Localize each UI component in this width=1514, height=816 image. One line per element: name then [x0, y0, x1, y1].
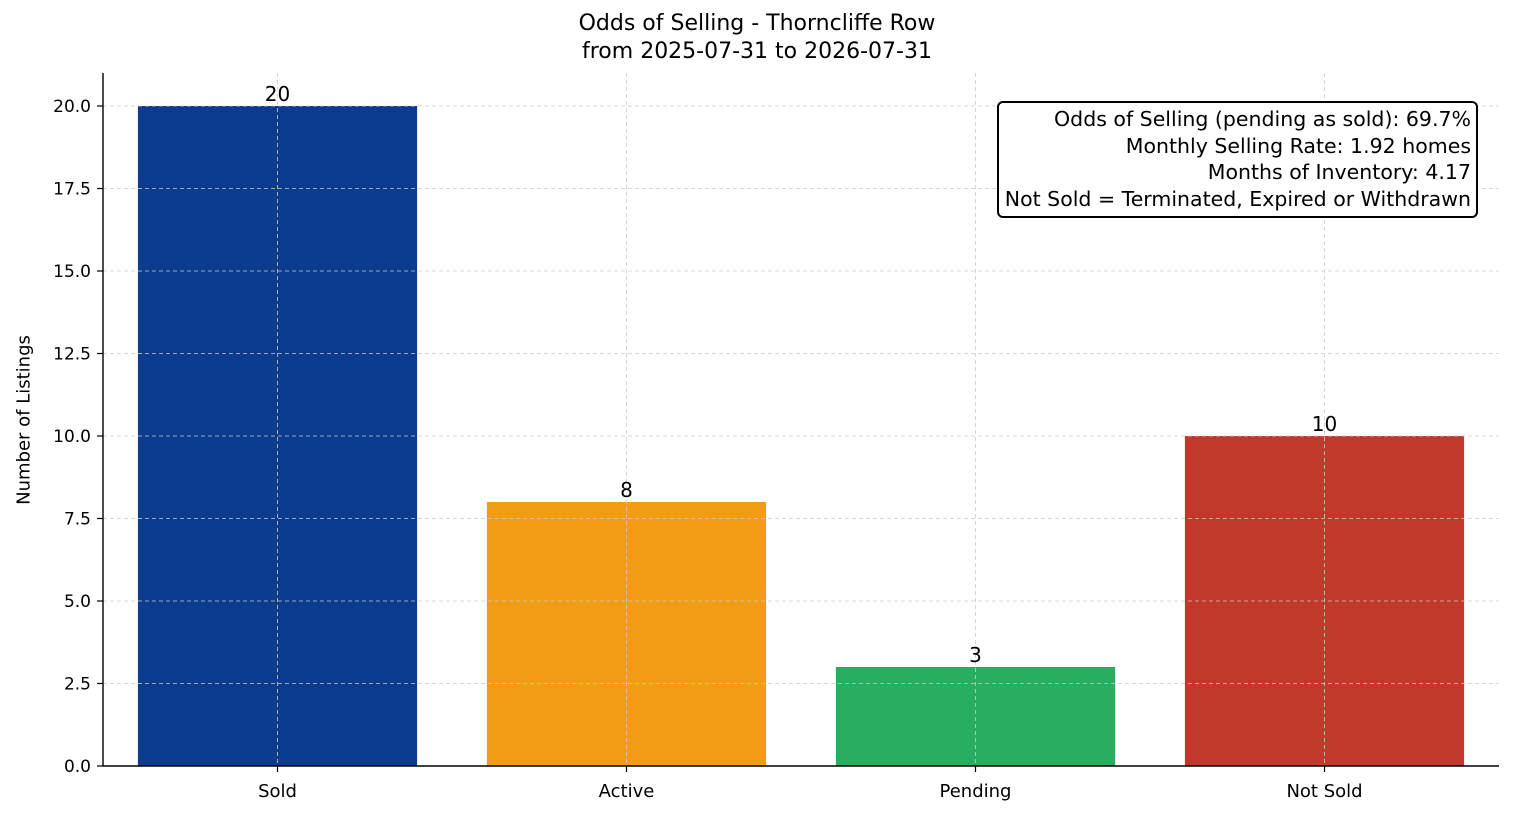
bar-pending: [835, 667, 1116, 766]
y-tick-label: 17.5: [53, 180, 91, 200]
y-tick-label: 20.0: [53, 97, 91, 117]
data-label-pending: 3: [969, 643, 982, 667]
info-not-sold-definition: Not Sold = Terminated, Expired or Withdr…: [1004, 186, 1471, 211]
data-label-active: 8: [620, 478, 633, 502]
x-tick-label-active: Active: [599, 781, 655, 802]
y-tick-label: 15.0: [53, 262, 91, 282]
y-tick-label: 12.5: [53, 345, 91, 365]
chart-title: Odds of Selling - Thorncliffe Row: [578, 11, 936, 36]
info-monthly-selling-rate: Monthly Selling Rate: 1.92 homes: [1125, 133, 1471, 158]
info-box: Odds of Selling (pending as sold): 69.7%…: [996, 101, 1478, 218]
y-tick-label: 5.0: [64, 592, 91, 612]
y-tick-label: 7.5: [64, 510, 91, 530]
data-label-sold: 20: [265, 82, 290, 106]
x-tick-label-pending: Pending: [940, 781, 1012, 802]
chart-subtitle: from 2025-07-31 to 2026-07-31: [582, 39, 932, 64]
data-label-not-sold: 10: [1312, 412, 1337, 436]
x-tick-label-not-sold: Not Sold: [1286, 781, 1362, 802]
y-tick-label: 0.0: [64, 757, 91, 777]
bar-sold: [137, 106, 418, 766]
info-months-of-inventory: Months of Inventory: 4.17: [1207, 160, 1471, 184]
info-odds-of-selling: Odds of Selling (pending as sold): 69.7%: [1054, 107, 1471, 131]
y-tick-label: 10.0: [53, 427, 91, 447]
y-tick-label: 2.5: [64, 675, 91, 695]
x-tick-label-sold: Sold: [258, 781, 297, 802]
